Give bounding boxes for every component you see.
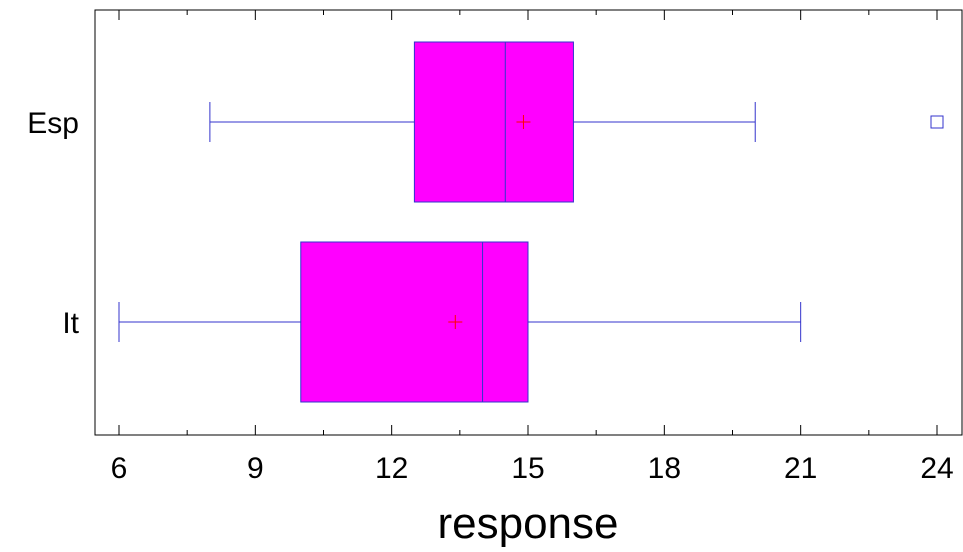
category-label: It (62, 307, 79, 340)
x-tick-label: 21 (784, 452, 817, 485)
category-labels: Esp It (27, 107, 79, 340)
x-axis-title: response (437, 499, 618, 548)
outlier-point (930, 115, 944, 129)
x-tick-label: 15 (511, 452, 544, 485)
iqr-box (300, 241, 529, 403)
x-axis-ticks: 6 9 12 15 18 21 24 (111, 10, 954, 485)
iqr-box (413, 41, 574, 203)
x-tick-label: 9 (247, 452, 264, 485)
x-tick-label: 18 (648, 452, 681, 485)
x-tick-label: 6 (111, 452, 128, 485)
box-it (118, 241, 802, 403)
x-tick-label: 12 (375, 452, 408, 485)
x-tick-label: 24 (920, 452, 953, 485)
boxes-layer (118, 41, 944, 403)
category-label: Esp (27, 107, 79, 140)
box-esp (209, 41, 944, 203)
